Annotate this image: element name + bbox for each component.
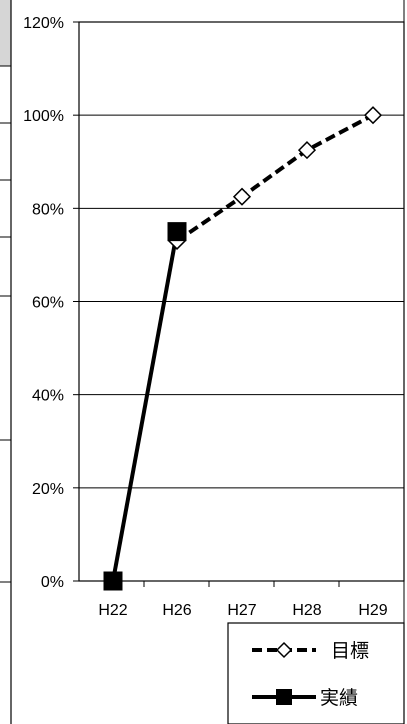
legend: 目標 実績 — [227, 622, 405, 724]
y-tick-label: 0% — [41, 574, 64, 591]
y-tick-label: 80% — [32, 201, 64, 218]
x-axis-ticks: H22 H26 H27 H28 H29 — [98, 581, 388, 619]
legend-box — [227, 622, 405, 724]
left-edge-shade — [0, 0, 11, 66]
actual-point — [103, 571, 123, 591]
y-tick-label: 20% — [32, 481, 64, 498]
actual-point — [167, 222, 187, 242]
target-point — [363, 106, 383, 125]
y-axis-ticks: 0% 20% 40% 60% 80% 100% 120% — [23, 15, 79, 591]
y-tick-label: 60% — [32, 295, 64, 312]
left-edge-ticks — [0, 65, 11, 583]
legend-target-marker — [275, 641, 293, 659]
x-tick-label: H26 — [162, 602, 191, 619]
x-tick-label: H22 — [98, 602, 127, 619]
x-tick-label: H28 — [292, 602, 321, 619]
target-point — [297, 141, 317, 160]
x-tick-label: H29 — [358, 602, 387, 619]
legend-actual-marker — [276, 689, 292, 705]
series-layer — [103, 106, 383, 591]
legend-label-actual: 実績 — [320, 687, 358, 709]
series-target-line — [175, 113, 374, 243]
y-tick-label: 120% — [23, 15, 64, 32]
series-actual-line — [111, 231, 179, 582]
target-point — [232, 187, 252, 206]
y-tick-label: 40% — [32, 388, 64, 405]
legend-label-target: 目標 — [331, 640, 369, 662]
x-tick-label: H27 — [227, 602, 256, 619]
y-tick-label: 100% — [23, 108, 64, 125]
gridlines — [79, 114, 404, 489]
